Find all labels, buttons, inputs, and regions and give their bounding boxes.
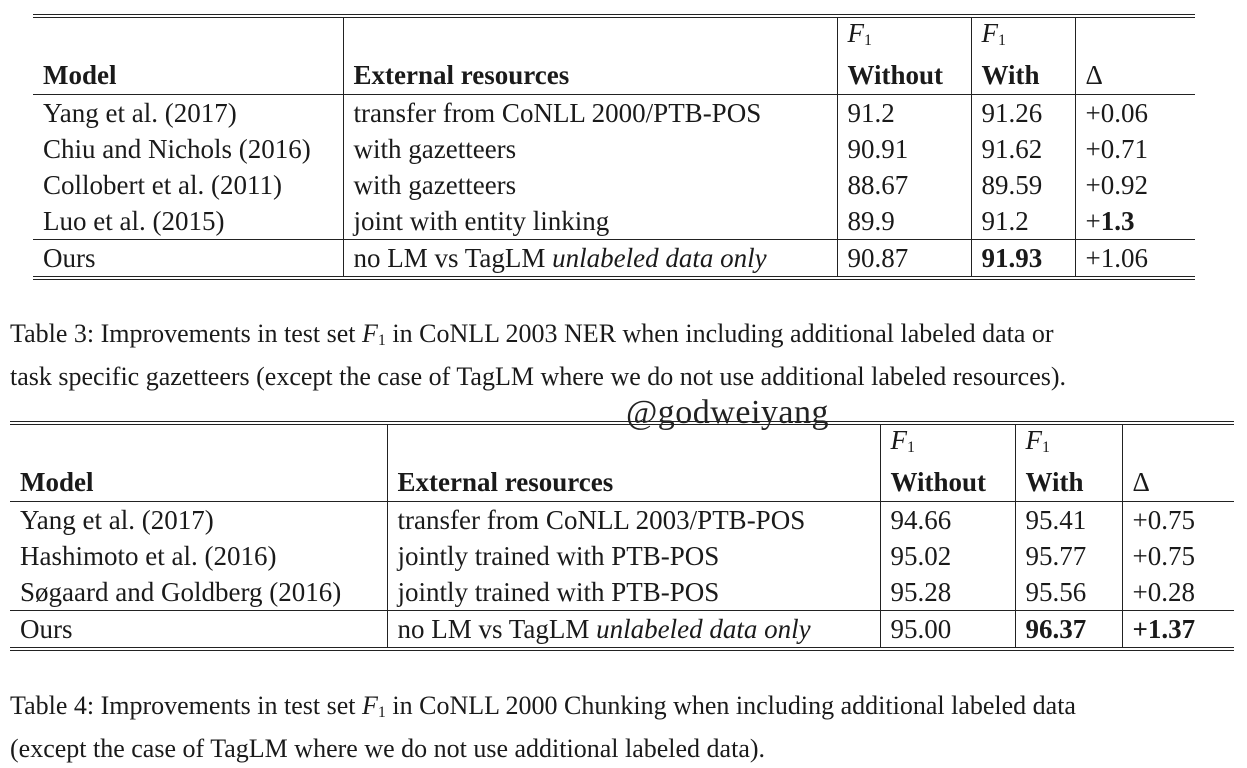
table-row: Hashimoto et al. (2016) jointly trained …: [10, 538, 1234, 574]
col-header-model: Model: [20, 467, 94, 497]
table-row: Luo et al. (2015) joint with entity link…: [33, 203, 1195, 240]
col-header-external: External resources: [386, 463, 880, 502]
f1-label: F1: [1014, 423, 1122, 463]
f1-label: F1: [970, 16, 1075, 56]
watermark: @godweiyang: [626, 394, 829, 431]
table-4-caption: Table 4: Improvements in test set F1 in …: [10, 691, 1076, 763]
col-header-delta: Δ: [1121, 463, 1234, 502]
table-row: Chiu and Nichols (2016) with gazetteers …: [33, 131, 1195, 167]
table-header-row: F1 F1: [33, 16, 1195, 56]
col-header-delta: Δ: [1074, 56, 1195, 95]
col-header-model: Model: [43, 60, 117, 90]
table-4: F1 F1 Model External resources Without W…: [10, 421, 1234, 651]
col-header-external: External resources: [342, 56, 837, 95]
col-header-with: With: [970, 56, 1075, 95]
col-header-with: With: [1014, 463, 1122, 502]
table-row-ours: Ours no LM vs TagLM unlabeled data only …: [33, 239, 1195, 278]
table-header-row: Model External resources Without With Δ: [10, 463, 1234, 502]
table-3-caption: Table 3: Improvements in test set F1 in …: [10, 319, 1067, 391]
table-3: F1 F1 Model External resources Without W…: [33, 14, 1195, 280]
table-row: Yang et al. (2017) transfer from CoNLL 2…: [33, 94, 1195, 131]
col-header-without: Without: [836, 56, 971, 95]
table-row: Collobert et al. (2011) with gazetteers …: [33, 167, 1195, 203]
table-row: Yang et al. (2017) transfer from CoNLL 2…: [10, 501, 1234, 538]
table-header-row: Model External resources Without With Δ: [33, 56, 1195, 95]
table-row-ours: Ours no LM vs TagLM unlabeled data only …: [10, 610, 1234, 649]
f1-label: F1: [879, 423, 1015, 463]
f1-label: F1: [836, 16, 971, 56]
table-header-row: F1 F1: [10, 423, 1234, 463]
table-row: Søgaard and Goldberg (2016) jointly trai…: [10, 574, 1234, 611]
col-header-without: Without: [879, 463, 1015, 502]
